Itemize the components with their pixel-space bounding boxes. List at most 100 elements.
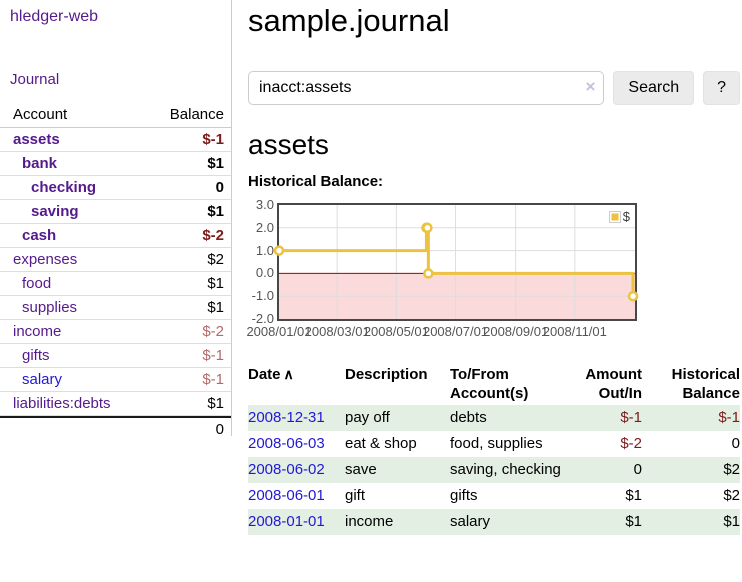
- register-col-balance: Historical Balance: [671, 366, 740, 402]
- balance-cell: $2: [723, 487, 740, 504]
- balance-cell: $2: [723, 461, 740, 478]
- account-link-saving[interactable]: saving: [31, 203, 79, 220]
- account-row: assets $-1: [0, 128, 231, 152]
- transaction-date-link[interactable]: 2008-01-01: [248, 513, 325, 530]
- register-row: 2008-06-02 save saving, checking 0 $2: [248, 457, 740, 483]
- account-link-assets[interactable]: assets: [13, 131, 60, 148]
- main-content: sample.journal × Search ? assets Histori…: [246, 0, 740, 535]
- y-axis-tick-label: 1.0: [255, 242, 274, 258]
- balance-cell: $-1: [718, 409, 740, 426]
- account-balance: $2: [207, 251, 224, 268]
- clear-search-icon[interactable]: ×: [585, 77, 596, 96]
- chart-plot-area: $: [273, 203, 639, 321]
- register-table: Date ∧ Description To/From Account(s) Amo…: [248, 363, 740, 535]
- transaction-date-link[interactable]: 2008-06-01: [248, 487, 325, 504]
- x-axis-tick-label: 2008/11/01: [542, 324, 607, 339]
- y-axis-tick-label: 2.0: [255, 219, 274, 235]
- account-balance: $-2: [202, 227, 224, 244]
- account-link-liabilities-debts[interactable]: liabilities:debts: [13, 395, 111, 412]
- balance-cell: 0: [731, 435, 740, 452]
- accounts-cell: food, supplies: [450, 435, 543, 452]
- search-input[interactable]: [248, 71, 605, 105]
- account-balance: $1: [207, 299, 224, 316]
- account-balance: $1: [207, 155, 224, 172]
- chart-svg: [273, 205, 639, 319]
- register-col-amount: Amount Out/In: [585, 366, 642, 402]
- register-row: 2008-06-01 gift gifts $1 $2: [248, 483, 740, 509]
- account-row: expenses $2: [0, 248, 231, 272]
- accounts-cell: saving, checking: [450, 461, 561, 478]
- account-balance: $1: [207, 275, 224, 292]
- description-cell: gift: [345, 487, 366, 504]
- account-link-expenses[interactable]: expenses: [13, 251, 78, 268]
- date-cell: 2008-01-01: [248, 509, 345, 535]
- x-axis-tick-label: 2008/09/01: [483, 324, 549, 339]
- transaction-date-link[interactable]: 2008-12-31: [248, 409, 325, 426]
- transaction-date-link[interactable]: 2008-06-02: [248, 461, 325, 478]
- account-balance: $-1: [202, 131, 224, 148]
- accounts-cell: gifts: [450, 487, 478, 504]
- account-row: food $1: [0, 272, 231, 296]
- account-balance: $-1: [202, 347, 224, 364]
- account-heading: assets: [248, 129, 329, 160]
- sidebar: hledger-web Journal Account Balance asse…: [0, 0, 232, 438]
- account-row: salary $-1: [0, 368, 231, 392]
- sidebar-item-journal[interactable]: Journal: [10, 71, 60, 88]
- date-cell: 2008-06-01: [248, 483, 345, 509]
- transaction-date-link[interactable]: 2008-06-03: [248, 435, 325, 452]
- amount-cell: 0: [633, 461, 642, 478]
- account-row: gifts $-1: [0, 344, 231, 368]
- date-cell: 2008-06-03: [248, 431, 345, 457]
- account-balance: 0: [215, 179, 224, 196]
- chart-legend: $: [606, 208, 632, 225]
- account-link-salary[interactable]: salary: [22, 371, 63, 388]
- y-axis-tick-label: -1.0: [251, 288, 274, 304]
- account-link-checking[interactable]: checking: [31, 179, 97, 196]
- register-col-description: Description: [345, 366, 428, 383]
- accounts-cell: debts: [450, 409, 487, 426]
- account-link-food[interactable]: food: [22, 275, 52, 292]
- account-row: bank $1: [0, 152, 231, 176]
- account-column-header: Account: [13, 106, 68, 123]
- account-balance: $-2: [202, 323, 224, 340]
- amount-cell: $1: [625, 513, 642, 530]
- y-axis-tick-label: -2.0: [251, 311, 274, 326]
- x-axis-tick-label: 2008/07/01: [422, 324, 489, 339]
- account-link-supplies[interactable]: supplies: [22, 299, 78, 316]
- date-header-label: Date: [248, 366, 281, 383]
- amount-cell: $-2: [620, 435, 642, 452]
- balance-cell: $1: [723, 513, 740, 530]
- historical-balance-chart: $ 3.0 2.0 1.0 0.0 -1.0 -2.0 2008/01/01 2008/03/…: [246, 197, 740, 341]
- account-balance: $1: [207, 203, 224, 220]
- amount-cell: $1: [625, 487, 642, 504]
- x-axis-tick-label: 2008/03/01: [304, 324, 370, 339]
- date-cell: 2008-12-31: [248, 405, 345, 431]
- account-row: income $-2: [0, 320, 231, 344]
- accounts-total-row: 0: [0, 416, 231, 441]
- sort-ascending-icon: ∧: [283, 366, 294, 382]
- description-cell: save: [345, 461, 377, 478]
- description-cell: eat & shop: [345, 435, 417, 452]
- register-row: 2008-06-03 eat & shop food, supplies $-2 0: [248, 431, 740, 457]
- account-link-bank[interactable]: bank: [22, 155, 58, 172]
- account-row: checking 0: [0, 176, 231, 200]
- accounts-cell: salary: [450, 513, 491, 530]
- legend-label: $: [622, 209, 630, 224]
- search-button[interactable]: Search: [613, 71, 695, 105]
- y-axis-tick-label: 0.0: [255, 265, 274, 281]
- accounts-table-header: Account Balance: [0, 102, 231, 128]
- register-col-date[interactable]: Date ∧: [248, 363, 345, 405]
- account-link-gifts[interactable]: gifts: [22, 347, 50, 364]
- accounts-table: Account Balance assets $-1 bank $1 checking 0…: [0, 102, 231, 441]
- register-col-accounts: To/From Account(s): [450, 366, 529, 402]
- register-row: 2008-01-01 income salary $1 $1: [248, 509, 740, 535]
- page-title: sample.journal: [248, 3, 450, 38]
- description-cell: pay off: [345, 409, 390, 426]
- brand-link[interactable]: hledger-web: [10, 8, 99, 25]
- help-button[interactable]: ?: [703, 71, 740, 105]
- date-cell: 2008-06-02: [248, 457, 345, 483]
- account-link-cash[interactable]: cash: [22, 227, 57, 244]
- accounts-total-value: 0: [215, 421, 224, 438]
- balance-column-header: Balance: [169, 106, 224, 123]
- account-link-income[interactable]: income: [13, 323, 62, 340]
